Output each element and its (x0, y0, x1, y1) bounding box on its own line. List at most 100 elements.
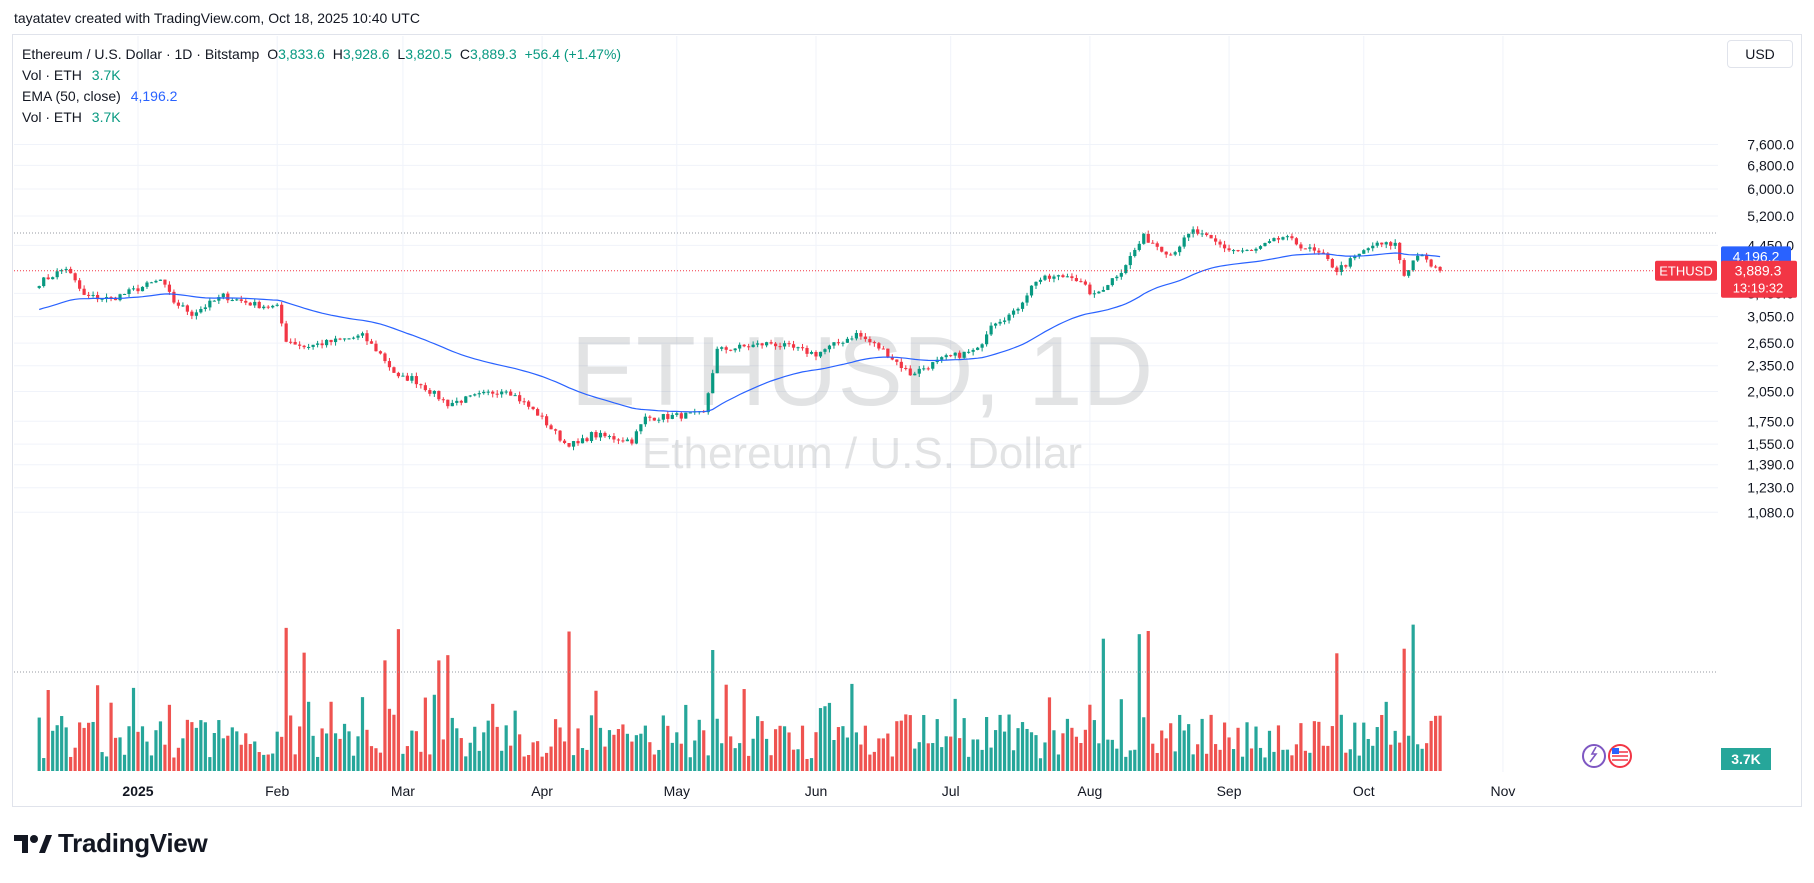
candle (1380, 242, 1384, 248)
candle-body (158, 279, 163, 281)
volume-bar (369, 746, 374, 771)
volume-bar (275, 731, 279, 771)
candle-body (985, 334, 989, 345)
volume-bar (787, 732, 791, 771)
candle-body (544, 416, 549, 426)
candle (688, 412, 692, 414)
candle-body (1321, 252, 1325, 254)
legend-volume2-row[interactable]: Vol · ETH 3.7K (22, 107, 621, 128)
candle (953, 352, 957, 359)
volume-bar (113, 737, 118, 771)
legend-ema-row[interactable]: EMA (50, close) 4,196.2 (22, 86, 621, 107)
volume-bar (702, 730, 706, 771)
candle-body (109, 297, 113, 299)
candle-body (1151, 242, 1155, 244)
volume-bar (1178, 714, 1182, 771)
candle-body (1429, 259, 1433, 267)
candle (446, 399, 450, 409)
volume-bar (571, 755, 576, 771)
candle (51, 276, 55, 280)
candle (199, 306, 203, 314)
candle (1294, 237, 1299, 246)
price-axis-tick: 6,800.0 (1747, 157, 1794, 173)
candle (639, 424, 643, 435)
candle (46, 274, 50, 280)
volume-bar (1357, 755, 1361, 771)
candle-body (1303, 248, 1307, 250)
candle (895, 359, 899, 366)
volume-bar (1344, 752, 1348, 771)
volume-bar (684, 704, 688, 771)
candle (800, 343, 805, 351)
candle (1061, 273, 1065, 278)
volume-bar (217, 720, 221, 771)
candle-body (235, 299, 239, 301)
candle (630, 437, 634, 446)
candle (1011, 308, 1016, 318)
candle (1079, 278, 1083, 283)
candle-body (190, 311, 194, 316)
volume-bar (616, 729, 621, 771)
volume-bar (477, 750, 481, 771)
candle-body (1038, 279, 1043, 282)
candle-body (1267, 241, 1272, 243)
candle-body (248, 302, 252, 306)
candle-body (1285, 236, 1290, 238)
currency-button[interactable]: USD (1727, 40, 1793, 68)
candle (1384, 241, 1388, 249)
volume-bar (1115, 748, 1119, 771)
candle-body (360, 333, 365, 336)
candle (280, 301, 284, 327)
candle (1393, 239, 1397, 250)
candle (468, 395, 472, 398)
candle-body (854, 332, 858, 339)
volume-bar (612, 734, 616, 771)
candle-body (1020, 302, 1025, 309)
volume-bar (877, 738, 881, 771)
candle (1214, 235, 1218, 246)
candle (320, 339, 324, 349)
volume-bar (1160, 730, 1164, 771)
candle-body (1375, 242, 1379, 246)
candle-body (536, 409, 540, 416)
candle-body (1240, 250, 1245, 252)
volume-bar (747, 755, 751, 771)
candle (971, 348, 975, 356)
volume-bar (697, 719, 701, 771)
volume-bar (1043, 742, 1047, 771)
volume-label: 3.7K (1731, 751, 1761, 767)
tradingview-logo[interactable]: TradingView (14, 828, 208, 859)
legend-ema-value: 4,196.2 (130, 88, 178, 104)
volume-bar (1052, 730, 1056, 771)
candle (163, 279, 167, 288)
candle (441, 397, 445, 403)
candle (1070, 273, 1074, 282)
candle (863, 333, 867, 342)
candle-body (729, 349, 733, 351)
candle (1281, 236, 1285, 241)
volume-bar (468, 742, 472, 771)
candle (1389, 240, 1393, 250)
legend-symbol[interactable]: Ethereum / U.S. Dollar · 1D · Bitstamp (22, 46, 260, 62)
candle-body (91, 294, 95, 296)
candle (666, 410, 670, 423)
legend-ema-label: EMA (50, close) (22, 88, 121, 104)
candle (827, 344, 832, 353)
candle-body (324, 339, 329, 346)
candle-body (1425, 255, 1429, 260)
volume-bar (751, 738, 755, 771)
volume-bar (356, 736, 360, 771)
volume-bar (82, 727, 86, 771)
candle-body (1205, 233, 1209, 236)
candle-body (95, 294, 100, 300)
legend-volume-row[interactable]: Vol · ETH 3.7K (22, 65, 621, 86)
candle (78, 277, 82, 292)
candle (1110, 278, 1114, 287)
candle-body (850, 338, 854, 340)
candle (1438, 266, 1442, 273)
volume-bar (1133, 749, 1137, 771)
volume-bar (441, 739, 445, 771)
chart-credit: tayatatev created with TradingView.com, … (14, 10, 420, 26)
volume-bar (230, 727, 234, 771)
